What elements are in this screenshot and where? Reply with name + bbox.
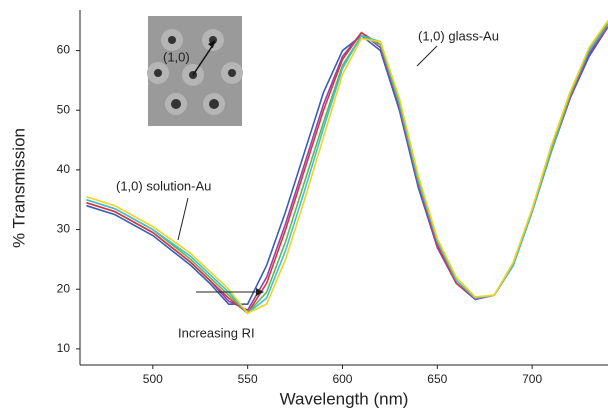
annotation-pointer: [178, 198, 188, 240]
y-tick-label: 40: [57, 162, 71, 176]
annotation-pointer: [417, 46, 437, 66]
inset-label: (1,0): [163, 49, 190, 64]
annotation: (1,0) solution-Au: [116, 178, 211, 193]
x-tick-label: 700: [522, 372, 542, 386]
x-tick-label: 650: [427, 372, 447, 386]
x-tick-label: 600: [332, 372, 352, 386]
x-axis-title: Wavelength (nm): [280, 389, 409, 408]
annotation: (1,0) glass-Au: [418, 28, 499, 43]
chart: Wavelength (nm) % Transmission (1,0) (1,…: [0, 0, 608, 415]
y-tick-label: 60: [57, 43, 71, 57]
annotation: Increasing RI: [178, 325, 255, 340]
y-tick-label: 30: [57, 222, 71, 236]
y-tick-label: 10: [57, 341, 71, 355]
y-tick-label: 50: [57, 102, 71, 116]
y-axis-title: % Transmission: [9, 128, 28, 248]
x-tick-label: 550: [238, 372, 258, 386]
x-tick-label: 500: [143, 372, 163, 386]
inset-image: [147, 16, 243, 126]
y-tick-label: 20: [57, 281, 71, 295]
